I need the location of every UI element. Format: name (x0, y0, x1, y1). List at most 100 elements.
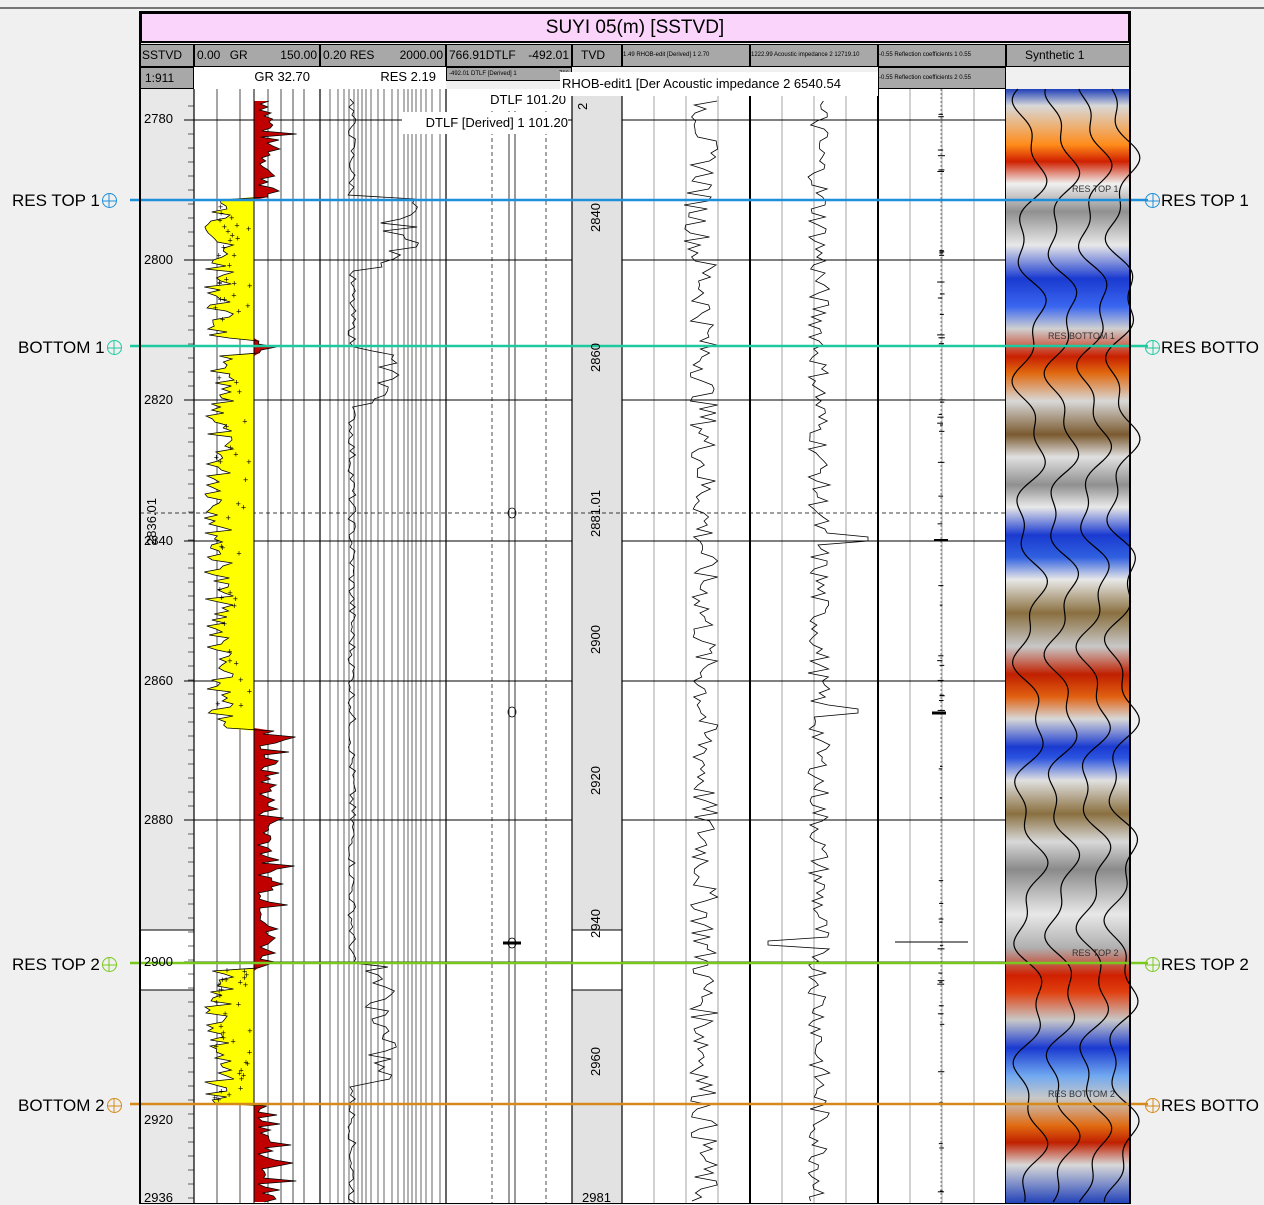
rhob-curve (683, 100, 719, 1202)
gr-sand-fill (204, 101, 254, 1202)
sand-symbol: + (221, 1028, 226, 1038)
depth-label: 2800 (144, 252, 173, 267)
marker-res-bottom-1-right[interactable]: RES BOTTO (1145, 338, 1264, 358)
gr-header[interactable]: 0.00 GR 150.00 (194, 44, 320, 67)
sand-symbol: + (217, 585, 222, 595)
gr-curve (203, 100, 297, 1203)
sand-symbol: + (221, 1033, 226, 1043)
sand-symbol: + (236, 306, 241, 316)
depth-label: 2820 (144, 392, 173, 407)
sand-symbol: + (245, 1059, 250, 1069)
gr-name: GR (229, 48, 248, 62)
scale-header[interactable]: 1:911 (140, 67, 194, 89)
crosshair-icon[interactable] (1145, 1098, 1160, 1113)
sand-symbol: + (243, 980, 248, 990)
dtlf-header[interactable]: 766.91DTLF -492.01 (446, 44, 572, 67)
marker-bottom-2-left[interactable]: BOTTOM 2 (18, 1096, 122, 1116)
sand-symbol: + (218, 208, 223, 218)
sand-symbol: + (234, 221, 239, 231)
marker-res-top-2-left[interactable]: RES TOP 2 (12, 955, 117, 975)
rc2-header[interactable]: -0.55 Reflection coefficients 2 0.55 (878, 67, 1006, 89)
gr-max: 150.00 (280, 48, 317, 62)
depth-label: 2840 (144, 533, 173, 548)
tvd-highlight (571, 929, 623, 991)
sand-symbol: + (237, 387, 242, 397)
sand-symbol: + (227, 235, 232, 245)
sand-symbol: + (242, 967, 247, 977)
rc1-header[interactable]: -0.55 Reflection coefficients 1 0.55 (878, 44, 1006, 67)
sand-symbol: + (236, 999, 241, 1009)
marker-res-top-1-left[interactable]: RES TOP 1 (12, 191, 117, 211)
crosshair-icon[interactable] (106, 340, 122, 355)
crosshair-icon[interactable] (1145, 340, 1160, 355)
sand-symbol: + (226, 513, 231, 523)
acoustic-impedance-curve (767, 100, 869, 1202)
res-header[interactable]: 0.20 RES 2000.00 (320, 44, 446, 67)
dtlf-name: DTLF (485, 48, 516, 62)
sand-symbol: + (221, 242, 226, 252)
sand-symbol: + (218, 1021, 223, 1031)
sand-symbol: + (241, 503, 246, 513)
sand-symbol: + (243, 475, 248, 485)
sand-symbol: + (217, 277, 222, 287)
sstvd-header[interactable]: SSTVD (140, 44, 194, 67)
sand-symbol: + (214, 453, 219, 463)
crosshair-icon[interactable] (1145, 957, 1160, 972)
crosshair-icon[interactable] (106, 1098, 122, 1113)
dtlf-min: 766.91 (449, 48, 486, 62)
depth-label: 2780 (144, 111, 173, 126)
marker-bottom-1-left[interactable]: BOTTOM 1 (18, 338, 122, 358)
marker-label: RES TOP 1 (1161, 191, 1249, 210)
gr-shale-fill (254, 101, 297, 1202)
crosshair-icon[interactable] (101, 957, 117, 972)
dtlf-derived-min: -492.01 (449, 71, 470, 77)
sand-symbol: + (230, 231, 235, 241)
marker-res-bottom-2-right[interactable]: RES BOTTO (1145, 1096, 1264, 1116)
sand-symbol: + (235, 234, 240, 244)
rhob-header[interactable]: 1.49 RHOB-edit [Derived] 1 2.70 (622, 44, 750, 67)
tvd-track (572, 89, 622, 1204)
synthetic-seismogram (1006, 89, 1130, 1204)
tvd-header[interactable]: TVD (572, 44, 622, 67)
crosshair-icon[interactable] (1145, 193, 1160, 208)
sand-symbol: + (232, 250, 237, 260)
gr-min: 0.00 (197, 48, 221, 62)
depth-label: 2860 (144, 673, 173, 688)
sand-symbol: + (224, 965, 229, 975)
synthetic-header[interactable]: Synthetic 1 (1006, 44, 1130, 67)
marker-res-top-1-right[interactable]: RES TOP 1 (1145, 191, 1264, 211)
sand-symbol: + (220, 975, 225, 985)
dtlf-max: -492.01 (528, 48, 569, 62)
crosshair-icon[interactable] (101, 193, 117, 208)
sand-symbol: + (242, 973, 247, 983)
sand-symbol: + (219, 593, 224, 603)
dtlf-derived-name: DTLF [Derived] 1 (471, 71, 517, 77)
sand-symbol: + (224, 275, 229, 285)
dtlf-readout: DTLF 101.20 (470, 89, 566, 111)
marker-label: RES BOTTO (1161, 1096, 1259, 1115)
marker-label: RES BOTTO (1161, 338, 1259, 357)
dtlf-spike (507, 706, 517, 718)
sand-symbol: + (227, 1090, 232, 1100)
marker-label: RES TOP 2 (12, 955, 100, 974)
synthetic-wiggle-trace (1011, 88, 1049, 1203)
sand-symbol: + (216, 1095, 221, 1105)
res-name: RES (349, 48, 375, 62)
sand-symbol: + (223, 1009, 228, 1019)
tvd-label: 2940 (588, 909, 603, 938)
res-max: 2000.00 (399, 48, 443, 62)
synthetic-wiggle-trace (1075, 88, 1113, 1203)
depth-label: 2880 (144, 812, 173, 827)
synthetic-wiggle-trace (1043, 88, 1081, 1203)
sand-symbol: + (234, 659, 239, 669)
sand-symbol: + (216, 373, 221, 383)
sand-symbol: + (238, 675, 243, 685)
sand-symbol: + (216, 251, 221, 261)
depth-label: 2936 (144, 1190, 173, 1205)
sand-symbol: + (222, 294, 227, 304)
synthetic-marker-label: RES BOTTOM 1 (1048, 331, 1115, 341)
marker-res-top-2-right[interactable]: RES TOP 2 (1145, 955, 1264, 975)
marker-label: BOTTOM 2 (18, 1096, 105, 1115)
ai-header[interactable]: 1222.99 Acoustic impedance 2 12719.10 (750, 44, 878, 67)
